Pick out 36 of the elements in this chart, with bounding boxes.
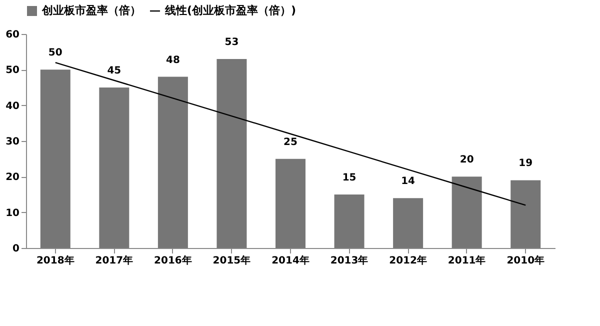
y-tick-label: 30	[6, 136, 20, 148]
x-tick-label: 2015年	[212, 254, 251, 266]
bar	[334, 194, 364, 248]
data-label: 14	[401, 176, 416, 188]
y-tick-label: 20	[6, 172, 20, 184]
y-tick-label: 50	[6, 65, 20, 76]
bar	[99, 88, 130, 248]
legend-label: 创业板市盈率（倍）	[41, 4, 141, 17]
bar	[276, 158, 306, 248]
x-tick-label: 2011年	[448, 254, 486, 266]
bar	[452, 176, 482, 248]
y-tick-label: 60	[6, 30, 20, 40]
bar	[216, 58, 247, 248]
y-tick-label: 0	[12, 244, 20, 254]
data-label: 53	[224, 36, 239, 48]
x-tick-label: 2012年	[389, 254, 427, 266]
x-tick-label: 2010年	[506, 254, 545, 266]
x-tick-label: 2013年	[330, 254, 368, 266]
x-tick-label: 2018年	[36, 254, 74, 266]
data-label: 25	[284, 136, 298, 148]
legend-label: 线性(创业板市盈率（倍）)	[164, 4, 296, 17]
bar	[158, 76, 188, 248]
x-tick-label: 2014年	[272, 254, 310, 266]
x-tick-label: 2017年	[95, 254, 134, 266]
bar	[40, 70, 70, 248]
y-tick-label: 10	[6, 208, 20, 219]
data-label: 48	[166, 54, 180, 66]
data-label: 15	[342, 172, 356, 184]
y-tick-label: 40	[6, 100, 20, 112]
x-tick-label: 2016年	[154, 254, 192, 266]
data-label: 20	[460, 154, 474, 166]
bar	[510, 180, 541, 248]
bar	[393, 198, 424, 248]
data-label: 50	[48, 48, 62, 59]
data-label: 19	[518, 158, 533, 170]
data-label: 45	[107, 66, 122, 76]
